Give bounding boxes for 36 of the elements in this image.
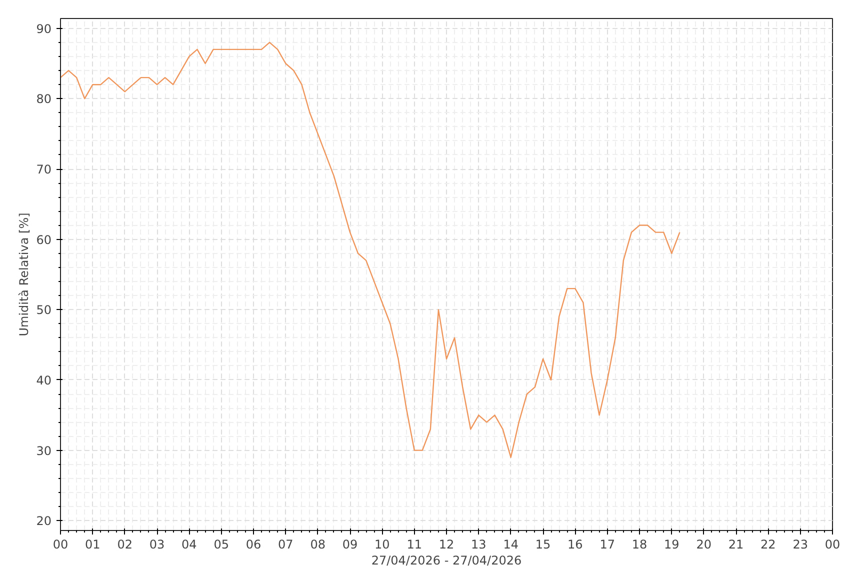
y-tick-label: 70 xyxy=(36,162,52,177)
y-tick-label: 50 xyxy=(36,303,52,318)
y-tick-label: 20 xyxy=(36,514,52,528)
x-tick-label: 01 xyxy=(85,538,100,552)
x-tick-label: 09 xyxy=(342,538,358,552)
x-tick-label: 02 xyxy=(117,538,132,552)
x-tick-label: 05 xyxy=(214,538,229,552)
x-tick-label: 19 xyxy=(664,538,680,552)
x-tick-label: 03 xyxy=(149,538,165,552)
x-tick-label: 11 xyxy=(406,538,422,552)
x-tick-label: 13 xyxy=(471,538,486,552)
x-tick-label: 14 xyxy=(503,538,518,552)
x-tick-label: 00 xyxy=(824,538,840,552)
x-tick-label: 17 xyxy=(600,538,615,552)
y-axis-title: Umidità Relativa [%] xyxy=(17,212,32,336)
x-tick-label: 16 xyxy=(568,538,583,552)
y-tick-label: 60 xyxy=(36,232,52,247)
x-axis-title: 27/04/2026 - 27/04/2026 xyxy=(371,554,522,568)
x-tick-label: 00 xyxy=(52,538,68,552)
x-tick-label: 06 xyxy=(246,538,262,552)
y-tick-label: 80 xyxy=(36,92,52,106)
y-tick-label: 30 xyxy=(36,444,52,458)
x-tick-label: 10 xyxy=(374,538,390,552)
x-tick-label: 15 xyxy=(535,538,551,552)
x-tick-label: 21 xyxy=(728,538,744,552)
x-tick-label: 04 xyxy=(182,538,197,552)
x-tick-label: 12 xyxy=(438,538,454,552)
line-series xyxy=(60,42,680,458)
x-tick-label: 07 xyxy=(278,538,294,552)
y-tick-label: 90 xyxy=(36,22,52,36)
x-tick-label: 20 xyxy=(696,538,712,552)
x-tick-label: 23 xyxy=(792,538,808,552)
x-tick-label: 22 xyxy=(760,538,776,552)
x-tick-label: 18 xyxy=(632,538,648,552)
y-tick-label: 40 xyxy=(36,373,52,388)
x-tick-label: 08 xyxy=(310,538,326,552)
